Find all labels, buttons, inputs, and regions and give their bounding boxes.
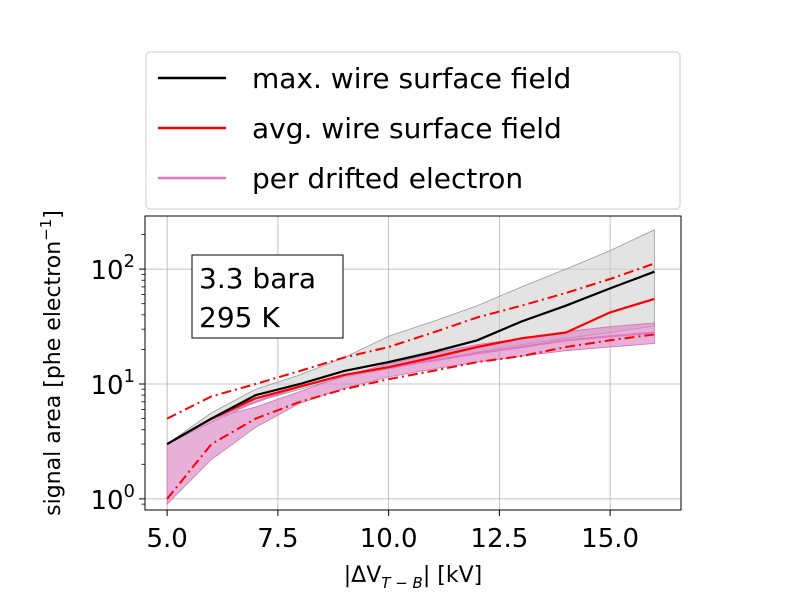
x-tick-label: 5.0 <box>146 524 187 554</box>
y-axis-label: signal area [phe electron−1] <box>37 210 66 516</box>
y-tick-label: 101 <box>90 366 135 401</box>
annotation-box <box>191 254 344 339</box>
legend-label-max-field: max. wire surface field <box>252 62 571 95</box>
legend-box <box>145 51 681 210</box>
avg-field-lower-dashdot <box>166 333 655 500</box>
per-electron-line <box>166 331 655 446</box>
x-ticks: 5.0 7.5 10.0 12.5 15.0 <box>146 510 639 554</box>
x-tick-label: 12.5 <box>470 524 528 554</box>
y-tick-exp: 1 <box>124 366 135 387</box>
max-field-line <box>166 270 655 446</box>
x-tick-label: 7.5 <box>257 524 298 554</box>
y-axis-label-tail: ] <box>41 210 66 219</box>
y-tick-base: 10 <box>90 371 123 401</box>
x-axis-label-main: |ΔV <box>344 563 382 588</box>
legend: max. wire surface field avg. wire surfac… <box>145 51 681 210</box>
y-tick-label: 100 <box>90 481 135 516</box>
legend-label-per-electron: per drifted electron <box>252 162 523 195</box>
y-tick-exp: 2 <box>124 251 135 272</box>
x-axis-label-tail: | [kV] <box>423 563 482 588</box>
y-axis-label-main: signal area [phe electron <box>41 241 66 516</box>
condition-annotation: 3.3 bara 295 K <box>191 254 344 339</box>
legend-label-avg-field: avg. wire surface field <box>252 112 562 145</box>
annotation-pressure: 3.3 bara <box>199 262 316 295</box>
y-tick-exp: 0 <box>124 481 135 502</box>
x-axis-label: |ΔVT − B| [kV] <box>344 563 482 592</box>
series-lines <box>166 262 655 500</box>
y-axis-label-sup: −1 <box>37 219 55 241</box>
y-tick-base: 10 <box>90 256 123 286</box>
y-tick-base: 10 <box>90 486 123 516</box>
annotation-temperature: 295 K <box>199 301 280 334</box>
x-tick-label: 10.0 <box>360 524 418 554</box>
avg-field-upper-dashdot <box>166 262 655 420</box>
y-tick-label: 102 <box>90 251 135 286</box>
x-axis-label-sub: T − B <box>381 574 423 592</box>
avg-field-line <box>166 297 655 446</box>
plot-frame <box>144 215 682 511</box>
x-tick-label: 15.0 <box>581 524 639 554</box>
